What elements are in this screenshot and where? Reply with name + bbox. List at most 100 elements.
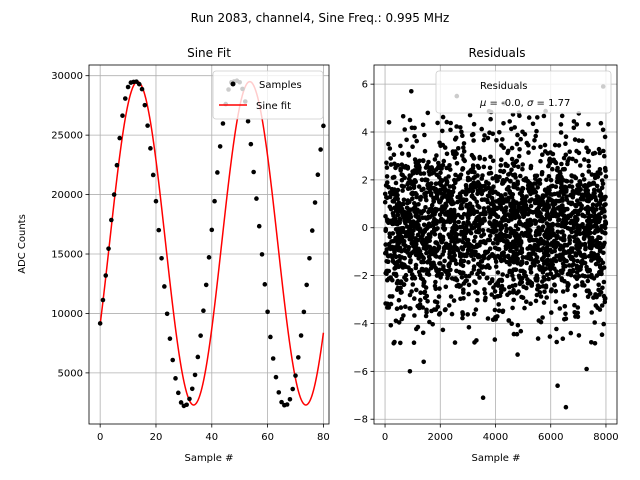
residual-point [469,132,475,138]
residual-point [492,218,497,224]
residual-point [568,330,574,336]
residual-point [562,166,567,172]
residual-point [453,135,459,141]
residual-point [487,186,492,191]
residual-point [560,289,566,294]
residual-point [586,158,591,164]
residual-point [447,184,453,189]
residual-point [473,221,478,226]
sample-point [315,172,321,178]
residual-point [526,150,531,155]
residual-point [450,216,456,222]
residual-point [479,197,485,202]
residual-point [500,233,506,239]
residual-point [482,287,487,292]
residual-point [425,299,430,304]
residual-point [466,325,472,330]
residual-point [534,292,540,298]
residual-point [548,234,553,240]
residual-point [513,159,518,165]
residual-point [455,239,461,244]
residuals-title: Residuals [469,46,526,60]
residual-point [460,239,466,245]
residual-point [584,145,589,151]
residual-point [515,256,520,262]
residual-point [429,202,435,208]
residual-point [497,130,502,135]
residual-point [422,279,427,285]
sample-point [97,321,103,326]
residual-point [593,218,598,224]
residual-point [557,178,563,184]
residual-point [560,206,566,211]
residual-point [557,252,563,258]
residual-point [555,241,560,246]
residual-point [532,218,537,223]
residual-point [400,114,406,119]
residual-point [538,294,544,299]
residual-point [453,172,458,178]
residual-outlier-point [584,366,589,372]
residual-point [437,311,443,316]
sample-point [203,282,209,288]
residual-point [471,267,477,272]
residual-point [490,241,496,246]
residual-point [580,172,585,178]
residual-point [456,219,462,225]
residual-point [563,141,568,146]
y-tick-label: −4 [353,319,368,330]
residual-point [589,310,594,315]
residual-point [490,317,496,323]
residual-point [384,160,389,166]
residual-point [552,142,558,148]
residual-point [549,265,555,271]
residual-point [552,257,557,262]
residual-point [397,258,402,263]
residual-point [540,284,546,289]
residual-point [505,233,510,239]
sine-fit-axes-frame [88,64,330,425]
residual-point [445,195,450,201]
residual-point [487,165,493,171]
residual-point [444,151,450,157]
sine-fit-legend-box [212,70,324,120]
residual-point [446,263,452,269]
residual-point [547,334,553,339]
residual-point [416,184,422,189]
residual-point [490,158,496,164]
residual-point [534,128,539,134]
residual-point [600,195,606,200]
residual-point [427,189,433,195]
sample-point [192,372,198,378]
residual-point [399,172,405,177]
sample-point [167,336,173,341]
residual-point [491,285,496,290]
figure-suptitle: Run 2083, channel4, Sine Freq.: 0.995 MH… [191,11,450,25]
residual-point [603,220,609,225]
residual-point [427,257,433,262]
residual-point [452,340,458,345]
residual-point [528,270,534,275]
residual-point [600,181,606,186]
residual-point [443,284,449,290]
residuals-legend-title: Residuals [480,81,527,92]
residual-point [382,199,388,205]
residual-point [599,303,605,308]
residual-point [541,113,547,119]
residual-point [560,237,566,243]
sample-point [251,169,256,175]
residual-point [543,207,549,212]
residual-point [426,221,432,227]
residual-point [564,187,569,193]
residual-point [514,291,520,296]
residual-point [587,267,592,273]
residual-point [563,134,569,139]
residual-point [471,175,477,181]
residual-point [452,155,458,160]
residual-point [416,214,421,219]
residual-point [397,286,403,292]
residual-point [477,275,482,280]
residual-point [589,340,594,345]
residual-point [529,283,534,288]
residual-point [508,191,514,197]
